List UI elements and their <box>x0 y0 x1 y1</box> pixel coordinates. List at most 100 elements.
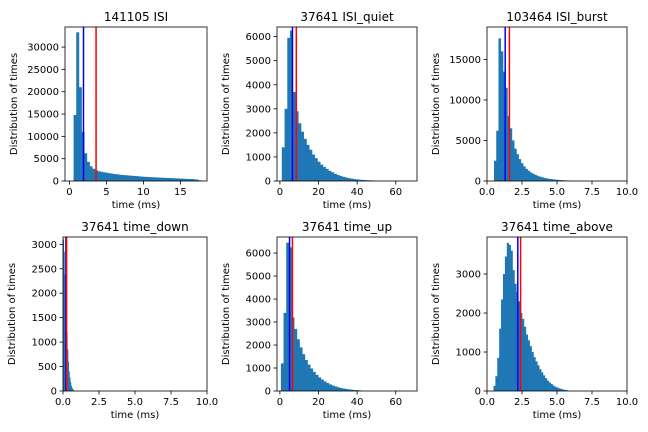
y-axis-label: Distribution of times <box>221 53 232 155</box>
histogram-bars <box>280 242 362 391</box>
chart-panel-1: 0 5 10 15 0 5000 10000 15000 20000 25000 30000 1411… <box>9 10 208 211</box>
x-tick-label: 2.5 <box>514 187 530 198</box>
x-axis-label: time (ms) <box>111 410 160 421</box>
histogram-bar <box>67 349 69 391</box>
chart-panel-3: 0.0 2.5 5.0 7.5 10.0 0 5000 10000 15000 103464 IS… <box>431 10 638 211</box>
y-axis-label: Distribution of times <box>431 53 442 155</box>
histogram-bar <box>344 177 348 181</box>
histogram-bar <box>70 385 72 391</box>
histogram-bar <box>126 175 130 181</box>
histogram-bar <box>288 247 292 391</box>
histogram-bar <box>336 387 340 391</box>
histogram-bar <box>364 180 368 181</box>
histogram-bar <box>334 386 338 391</box>
y-tick-label: 5000 <box>456 136 481 147</box>
y-tick-label: 2000 <box>32 289 57 300</box>
histogram-bar <box>69 377 71 391</box>
histogram-bar <box>185 178 189 181</box>
histogram-bar <box>303 138 307 181</box>
histogram-bar <box>498 38 502 181</box>
histogram-bar <box>336 174 340 181</box>
histogram-bar <box>196 179 200 181</box>
histogram-bar <box>145 176 149 181</box>
y-tick-label: 500 <box>38 362 57 373</box>
histogram-bars <box>281 30 379 181</box>
histogram-bar <box>177 178 181 181</box>
histogram-bar <box>500 51 504 181</box>
histogram-bar <box>315 374 319 391</box>
histogram-bar <box>309 149 313 181</box>
histogram-bar <box>494 160 497 181</box>
y-tick-label: 3000 <box>246 318 271 329</box>
histogram-bar <box>556 387 559 391</box>
histogram-bar <box>514 148 517 181</box>
histogram-bar <box>84 153 88 181</box>
histogram-bar <box>73 114 77 181</box>
histogram-bar <box>358 179 362 181</box>
histogram-bar <box>554 179 558 181</box>
histogram-bar <box>558 388 561 391</box>
histogram-bar <box>542 375 546 391</box>
histogram-bars <box>493 242 569 391</box>
histogram-bar <box>100 171 104 181</box>
histogram-bar <box>510 250 513 391</box>
histogram-bar <box>506 242 509 391</box>
y-tick-label: 25000 <box>27 65 59 76</box>
y-tick-label: 2000 <box>246 128 271 139</box>
y-axis-label: Distribution of times <box>221 263 232 365</box>
histogram-bar <box>129 175 133 181</box>
histogram-bar <box>116 174 120 181</box>
y-tick-label: 15000 <box>449 55 481 66</box>
histogram-bar <box>137 176 141 181</box>
histogram-bar <box>547 178 551 181</box>
histogram-bar <box>63 239 65 391</box>
histogram-bar <box>105 172 109 181</box>
y-tick-label: 5000 <box>246 56 271 67</box>
y-tick-label: 4000 <box>246 295 271 306</box>
histogram-bar <box>118 174 122 181</box>
histogram-bar <box>301 131 305 181</box>
chart-title: 37641 time_up <box>302 220 392 234</box>
x-tick-label: 7.5 <box>584 397 600 408</box>
histogram-bar <box>76 32 80 181</box>
x-tick-label: 10 <box>137 187 150 198</box>
y-tick-label: 0 <box>53 177 59 188</box>
x-tick-label: 60 <box>389 397 402 408</box>
x-tick-label: 5.0 <box>127 397 143 408</box>
histogram-bar <box>307 364 311 391</box>
histogram-bar <box>283 312 287 391</box>
histogram-bar <box>124 175 128 181</box>
histogram-bar <box>558 180 562 181</box>
axes-frame <box>276 26 418 182</box>
y-tick-label: 5000 <box>246 272 271 283</box>
histogram-bar <box>508 244 511 391</box>
histogram-bar <box>328 170 332 181</box>
x-tick-label: 2.5 <box>514 397 530 408</box>
histogram-bar <box>310 368 314 391</box>
histogram-bar <box>495 376 498 391</box>
chart-panel-2: 0 20 40 60 0 1000 2000 3000 4000 5000 6000 37641 IS… <box>221 10 418 211</box>
histogram-bar <box>533 357 536 391</box>
histogram-bar <box>355 390 359 391</box>
histogram-bar <box>326 382 330 391</box>
histogram-bar <box>347 178 351 181</box>
chart-panel-6: 0.0 2.5 5.0 7.5 10.0 0 1000 2000 3000 37641 time_… <box>431 220 638 421</box>
histogram-bar <box>525 334 529 391</box>
y-tick-label: 30000 <box>27 43 59 54</box>
y-tick-label: 1000 <box>246 152 271 163</box>
histogram-bar <box>63 251 65 391</box>
y-axis-label: Distribution of times <box>431 263 442 365</box>
histogram-bar <box>174 178 178 181</box>
histogram-bar <box>556 179 560 181</box>
y-tick-label: 15000 <box>27 110 59 121</box>
histogram-bar <box>545 178 549 181</box>
histogram-bar <box>169 178 173 181</box>
chart-title: 37641 ISI_quiet <box>300 10 394 24</box>
histogram-bar <box>543 177 546 181</box>
histogram-bar <box>531 352 534 391</box>
histogram-bar <box>325 168 329 181</box>
y-tick-label: 0 <box>475 177 481 188</box>
histogram-bar <box>71 387 73 391</box>
histogram-bar <box>516 154 519 181</box>
y-tick-label: 3000 <box>32 240 57 251</box>
